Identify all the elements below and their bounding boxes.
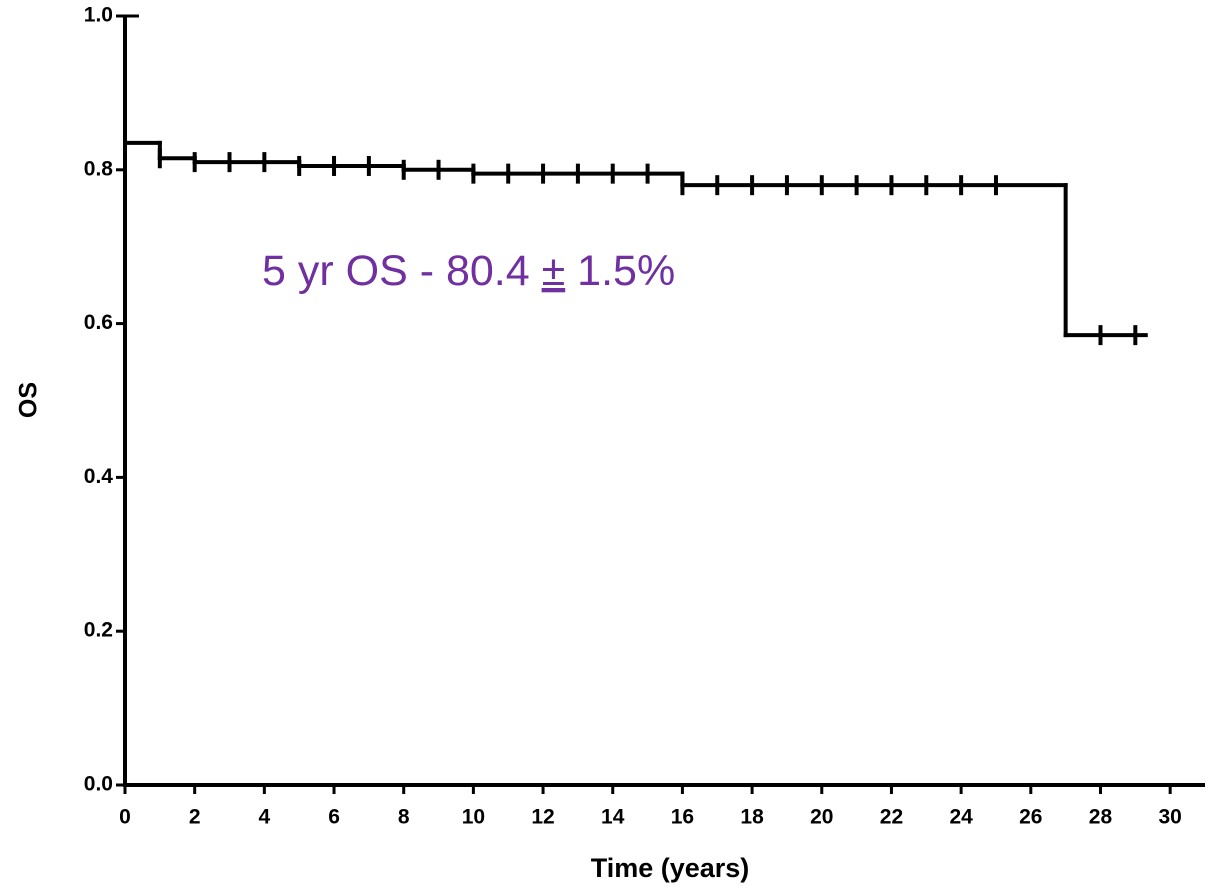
- y-tick-label: 0.2: [84, 619, 113, 642]
- x-tick-label: 12: [531, 806, 554, 829]
- annotation-part: ±: [542, 247, 566, 295]
- x-tick-label: 18: [740, 806, 764, 829]
- y-tick-label: 0.4: [84, 465, 114, 488]
- x-tick-label: 10: [462, 806, 485, 829]
- y-tick-label: 0.6: [84, 311, 113, 334]
- x-tick-label: 20: [810, 806, 833, 829]
- y-axis-title: OS: [15, 382, 43, 418]
- x-tick-label: 22: [880, 806, 903, 829]
- x-tick-label: 8: [398, 806, 410, 829]
- x-axis-title: Time (years): [591, 853, 750, 883]
- x-tick-label: 2: [189, 806, 201, 829]
- x-tick-label: 24: [949, 806, 973, 829]
- annotation: 5 yr OS - 80.4 ± 1.5%: [262, 247, 675, 295]
- x-tick-label: 28: [1089, 806, 1113, 829]
- y-tick-label: 0.8: [84, 157, 114, 180]
- annotation-part: 5 yr OS - 80.4: [262, 247, 542, 295]
- x-tick-label: 30: [1158, 806, 1181, 829]
- x-tick-label: 0: [119, 806, 131, 829]
- x-tick-label: 16: [671, 806, 694, 829]
- x-tick-label: 14: [601, 806, 625, 829]
- y-tick-label: 0.0: [84, 773, 113, 796]
- x-tick-label: 4: [259, 806, 271, 829]
- annotation-part: 1.5%: [565, 247, 675, 295]
- x-tick-label: 6: [328, 806, 340, 829]
- y-tick-label: 1.0: [84, 4, 113, 27]
- x-tick-label: 26: [1019, 806, 1042, 829]
